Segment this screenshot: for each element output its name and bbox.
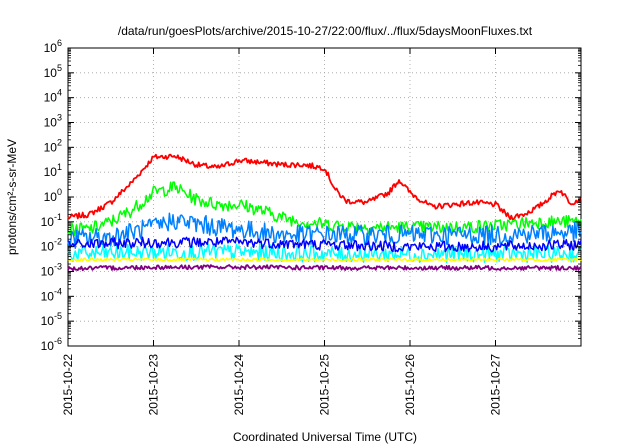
series-line-5: [67, 257, 582, 263]
x-axis-ticks: 2015-10-22 2015-10-23 2015-10-24 2015-10-25…: [61, 48, 503, 415]
y-tick-label: 100: [44, 187, 62, 204]
series-line-3: [67, 212, 582, 249]
chart-title: /data/run/goesPlots/archive/2015-10-27/2…: [118, 24, 533, 38]
grid-lines: [68, 48, 581, 346]
y-tick-label: 10-2: [41, 237, 62, 254]
series-group: [67, 153, 582, 272]
series-line-4: [67, 236, 582, 253]
x-tick-label: 2015-10-23: [147, 354, 161, 416]
y-tick-label: 103: [44, 113, 62, 130]
y-tick-label: 105: [44, 63, 62, 80]
x-tick-label: 2015-10-26: [403, 354, 417, 416]
y-tick-label: 10-4: [41, 286, 62, 303]
y-tick-label: 102: [44, 137, 62, 154]
series-line-0: [67, 153, 582, 221]
y-tick-label: 101: [44, 162, 62, 179]
x-tick-label: 2015-10-25: [318, 354, 332, 416]
x-tick-label: 2015-10-22: [61, 354, 75, 416]
y-axis-ticks: 10-6 10-5 10-4 10-3 10-2 10-1 100 101 102 103 104 1…: [41, 38, 581, 353]
y-tick-label: 10-3: [41, 262, 62, 279]
x-tick-label: 2015-10-27: [489, 354, 503, 416]
y-axis-label-text: protons/cm²-s-sr-MeV: [5, 139, 19, 255]
y-tick-label: 104: [44, 88, 62, 105]
y-tick-label: 10-6: [41, 336, 62, 353]
y-tick-label: 10-1: [41, 212, 62, 229]
y-axis-label: protons/cm²-s-sr-MeV: [5, 139, 19, 255]
y-tick-label: 10-5: [41, 311, 62, 328]
x-axis-label: Coordinated Universal Time (UTC): [233, 430, 417, 444]
x-tick-label: 2015-10-24: [232, 354, 246, 416]
y-tick-label: 106: [44, 38, 62, 55]
series-line-6: [67, 264, 582, 272]
series-line-1: [67, 181, 582, 237]
